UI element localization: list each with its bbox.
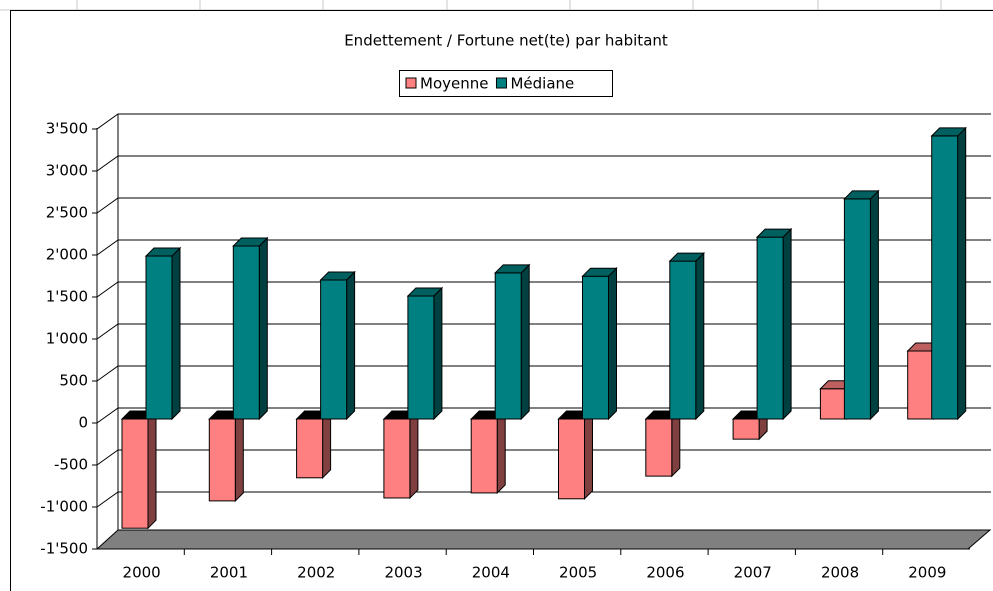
legend-label: Médiane [510,75,574,93]
bar [232,245,260,420]
bar-side [520,263,530,421]
bar [320,279,348,420]
bar-top [930,127,967,137]
bar-top [232,237,269,247]
y-tick-label: 1'000 [46,330,88,348]
bar-side [409,409,419,500]
bar [558,418,585,500]
sheet-header [0,0,993,11]
bar-side [782,227,792,421]
x-tick-label: 2007 [734,564,772,582]
x-tick-label: 2003 [384,564,422,582]
bar-top [668,252,706,262]
y-tick-label: -1'500 [40,540,88,558]
bar-side [584,409,593,501]
bar-side [322,409,332,480]
bar-side [695,251,705,421]
bar-top [581,267,618,277]
bar [732,418,760,440]
bar [931,135,959,420]
grid-line [96,197,991,214]
bar-top [406,287,444,297]
y-tick-label: 0 [78,414,88,432]
legend-swatch [405,77,417,89]
x-tick-label: 2002 [297,564,335,582]
bar-top [755,228,793,238]
bar-side [957,126,967,421]
bar [582,275,609,420]
floor [95,529,992,550]
bar [843,198,871,420]
bar-top [493,264,531,274]
bar-top [319,271,356,281]
grid-line [96,239,991,256]
x-tick-label: 2000 [123,564,161,582]
y-tick-label: -500 [54,456,88,474]
bar [145,255,173,420]
grid-line [96,491,991,508]
bar-top [144,247,182,257]
bar [669,260,697,420]
legend-label: Moyenne [420,75,488,93]
y-tick-label: 3'000 [46,162,88,180]
bar [208,418,236,502]
bar-side [147,409,157,530]
x-tick-label: 2006 [646,564,684,582]
bar [645,418,673,477]
x-tick-label: 2001 [210,564,248,582]
bar-side [258,236,268,421]
bar-side [869,189,879,421]
bar [470,418,498,494]
y-tick-label: 1'500 [46,288,88,306]
bar-side [671,409,681,478]
bar [407,295,435,420]
bar [383,418,411,499]
bar-side [433,286,443,421]
grid-line [96,449,991,466]
x-tick-label: 2008 [821,564,859,582]
bar-side [608,266,617,421]
bar-side [234,409,244,503]
bar [907,350,935,420]
grid-line [96,113,991,130]
bar [494,272,522,420]
bar [819,388,847,420]
bar [296,418,324,479]
bar-top [843,190,880,200]
y-tick-label: 500 [59,372,88,390]
y-tick-label: 3'500 [46,120,88,138]
legend [399,70,613,97]
bar-side [171,246,181,421]
grid-line [96,155,991,172]
x-tick-label: 2004 [472,564,510,582]
y-tick-label: 2'000 [46,246,88,264]
y-tick-label: 2'500 [46,204,88,222]
bar-side [346,270,356,421]
x-tick-label: 2009 [908,564,946,582]
chart-title: Endettement / Fortune net(te) par habita… [344,32,668,50]
bar [121,418,149,529]
y-tick-label: -1'000 [40,498,88,516]
legend-swatch [495,77,507,89]
x-tick-label: 2005 [559,564,597,582]
bar [756,236,784,420]
bar-side [496,409,506,495]
